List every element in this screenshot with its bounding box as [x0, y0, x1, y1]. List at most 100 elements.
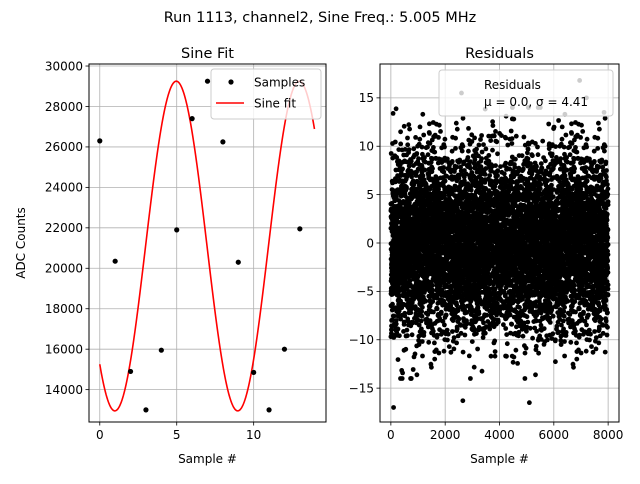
residual-point [398, 142, 403, 147]
residual-point [426, 152, 431, 157]
residual-point [420, 314, 425, 319]
residual-point [495, 173, 500, 178]
residual-point [509, 129, 514, 134]
sine-fit-x-tick-label: 10 [246, 428, 261, 442]
residual-point [521, 167, 526, 172]
sine-fit-x-tick-label: 5 [173, 428, 181, 442]
sine-fit-y-tick-label: 28000 [45, 100, 83, 114]
residual-point [492, 134, 497, 139]
residual-point [420, 339, 425, 344]
residual-point [430, 283, 435, 288]
sample-point [174, 227, 179, 232]
residual-point [481, 142, 486, 147]
residual-point [505, 143, 510, 148]
residual-point [430, 166, 435, 171]
residual-point [435, 333, 440, 338]
residual-point [475, 347, 480, 352]
residual-point [466, 155, 471, 160]
residual-point [454, 341, 459, 346]
residual-point [396, 327, 401, 332]
residual-point [415, 372, 420, 377]
residual-point [466, 149, 471, 154]
sample-point [190, 116, 195, 121]
residual-point [430, 288, 435, 293]
residual-point [452, 335, 457, 340]
residual-point [466, 126, 471, 131]
sine-fit-xlabel: Sample # [178, 452, 237, 466]
residual-point [514, 348, 519, 353]
residual-point [409, 376, 414, 381]
residual-point [510, 141, 515, 146]
residual-point [398, 129, 403, 134]
residual-point [396, 357, 401, 362]
residual-point [394, 106, 399, 111]
residual-point [512, 165, 517, 170]
residual-point [474, 147, 479, 152]
legend-samples-marker [228, 79, 233, 84]
residual-point [438, 129, 443, 134]
residual-point [467, 354, 472, 359]
residual-point [477, 143, 482, 148]
residual-point [455, 127, 460, 132]
residual-point [420, 305, 425, 310]
residual-point [472, 136, 477, 141]
residual-point [400, 167, 405, 172]
legend-sine-fit-label: Sine fit [254, 97, 296, 111]
residual-point [485, 313, 490, 318]
figure-suptitle: Run 1113, channel2, Sine Freq.: 5.005 MH… [164, 10, 477, 26]
residual-point [468, 166, 473, 171]
residual-point [514, 134, 519, 139]
sample-point [97, 138, 102, 143]
residual-point [394, 322, 399, 327]
residual-point [410, 332, 415, 337]
residual-point [419, 319, 424, 324]
sine-fit-y-ticks: 1400016000180002000022000240002600028000… [45, 59, 89, 397]
residual-point [417, 137, 422, 142]
residual-point [463, 333, 468, 338]
residual-point [443, 137, 448, 142]
sample-point [205, 79, 210, 84]
residual-point [435, 306, 440, 311]
residual-point [493, 163, 498, 168]
residual-point [429, 365, 434, 370]
residual-point [418, 125, 423, 130]
sine-fit-y-tick-label: 24000 [45, 181, 83, 195]
residual-point [503, 136, 508, 141]
residual-point [422, 330, 427, 335]
sample-point [297, 226, 302, 231]
residual-point [494, 139, 499, 144]
residual-point [484, 147, 489, 152]
residual-point [512, 355, 517, 360]
sine-fit-title: Sine Fit [181, 46, 234, 62]
residual-point [468, 376, 473, 381]
residual-point [441, 165, 446, 170]
sine-fit-y-tick-label: 26000 [45, 140, 83, 154]
residual-point [453, 136, 458, 141]
residual-point [457, 317, 462, 322]
residual-point [503, 326, 508, 331]
residual-point [510, 136, 515, 141]
residual-point [487, 173, 492, 178]
residual-point [400, 371, 405, 376]
residual-point [469, 188, 474, 193]
residual-point [426, 340, 431, 345]
residual-point [445, 338, 450, 343]
residual-point [403, 347, 408, 352]
sine-fit-y-tick-label: 30000 [45, 59, 83, 73]
residual-point [439, 310, 444, 315]
residual-point [393, 140, 398, 145]
sine-fit-y-tick-label: 16000 [45, 342, 83, 356]
residual-point [405, 142, 410, 147]
residual-point [421, 173, 426, 178]
sample-point [236, 260, 241, 265]
residual-point [432, 341, 437, 346]
sample-point [143, 407, 148, 412]
residual-point [444, 313, 449, 318]
sine-fit-samples-layer [97, 79, 302, 413]
residual-point [442, 323, 447, 328]
sample-point [282, 347, 287, 352]
residual-point [405, 333, 410, 338]
residual-point [413, 352, 418, 357]
residual-point [470, 339, 475, 344]
